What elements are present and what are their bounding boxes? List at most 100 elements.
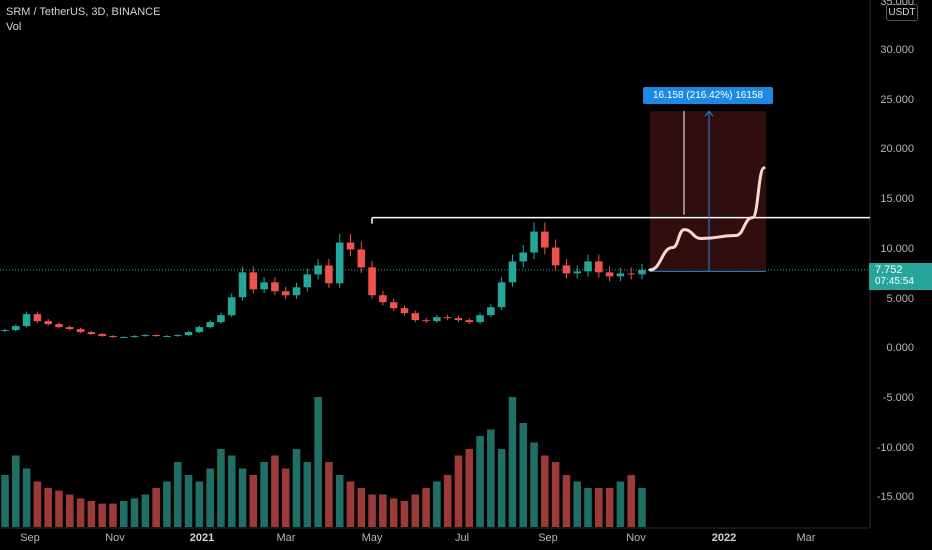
volume-bar (519, 423, 528, 527)
candle-body (217, 315, 225, 323)
symbol-title[interactable]: SRM / TetherUS, 3D, BINANCE (6, 6, 161, 18)
candle-body (584, 261, 592, 272)
x-tick: May (361, 532, 383, 544)
volume-bars (1, 397, 646, 527)
y-tick: -10.000 (876, 442, 914, 454)
candle-body (76, 329, 85, 333)
y-tick: 0.000 (886, 342, 914, 354)
candles (1, 222, 646, 339)
candle-body (12, 326, 20, 331)
candle-body (638, 269, 646, 275)
x-tick: Jul (454, 532, 470, 544)
y-tick: 30.000 (880, 44, 914, 56)
currency-button[interactable]: USDT (886, 4, 918, 21)
volume-bar (260, 462, 268, 527)
volume-bar (1, 475, 9, 527)
drawings (371, 110, 870, 272)
measure-tool-label[interactable]: 16.158 (216.42%) 16158 (643, 87, 773, 104)
candle-body (508, 261, 517, 283)
volume-bar (357, 488, 366, 527)
x-tick: Sep (20, 532, 40, 544)
volume-bar (627, 475, 635, 527)
volume-bar (314, 397, 322, 527)
volume-bar (184, 475, 193, 527)
candle-body (206, 322, 214, 328)
volume-bar (87, 501, 96, 527)
volume-bar (292, 449, 301, 527)
volume-bar (163, 481, 171, 527)
volume-indicator-label[interactable]: Vol (6, 21, 22, 33)
candle-body (616, 273, 625, 277)
volume-bar (335, 475, 344, 527)
candle-body (281, 291, 290, 296)
volume-bar (638, 488, 646, 527)
volume-bar (119, 501, 128, 527)
volume-bar (443, 475, 452, 527)
volume-bar (497, 449, 506, 527)
candle-body (357, 249, 366, 268)
candle-body (400, 308, 409, 314)
candle-body (595, 261, 603, 273)
x-tick: 2022 (711, 532, 737, 544)
volume-bar (44, 488, 52, 527)
candle-body (109, 336, 117, 338)
volume-bar (562, 475, 571, 527)
candle-body (551, 247, 560, 266)
candle-body (389, 302, 398, 309)
y-tick: 35.000 (880, 0, 914, 8)
volume-bar (605, 488, 614, 527)
current-price: 7.752 (875, 264, 903, 276)
volume-bar (109, 503, 117, 527)
candle-body (260, 282, 268, 290)
volume-bar (173, 462, 182, 527)
volume-bar (152, 488, 160, 527)
candle-body (346, 242, 355, 250)
volume-bar (487, 429, 495, 527)
volume-bar (616, 481, 625, 527)
volume-bar (281, 468, 290, 527)
x-tick: Mar (796, 532, 816, 544)
candle-body (476, 315, 484, 323)
volume-bar (98, 503, 106, 527)
candle-body (433, 317, 441, 322)
y-tick: 25.000 (880, 94, 914, 106)
volume-bar (238, 468, 247, 527)
volume-bar (541, 455, 549, 527)
candle-body (562, 265, 571, 274)
y-tick: -15.000 (876, 491, 914, 503)
x-tick: Mar (276, 532, 296, 544)
volume-bar (206, 468, 214, 527)
y-tick: 5.000 (886, 293, 914, 305)
candle-body (411, 313, 420, 321)
candle-body (627, 273, 635, 275)
x-tick: 2021 (189, 532, 215, 544)
candle-body (173, 335, 182, 337)
volume-bar (422, 488, 430, 527)
candle-body (325, 265, 333, 284)
candle-body (573, 271, 581, 274)
candle-body (443, 317, 452, 319)
volume-bar (33, 481, 42, 527)
candle-body (465, 320, 474, 323)
volume-bar (551, 462, 560, 527)
volume-bar (595, 488, 603, 527)
candle-body (55, 324, 63, 328)
candle-body (22, 314, 31, 327)
candle-body (303, 274, 312, 288)
candle-body (379, 295, 387, 303)
volume-bar (303, 462, 312, 527)
candle-body (271, 282, 279, 292)
candle-body (605, 272, 614, 277)
volume-bar (227, 455, 236, 527)
candle-body (422, 320, 430, 322)
volume-bar (271, 455, 279, 527)
volume-bar (141, 494, 150, 527)
candle-body (519, 252, 528, 262)
candle-body (454, 318, 463, 321)
chart-legend: SRM / TetherUS, 3D, BINANCE Vol (6, 5, 160, 35)
volume-bar (249, 475, 258, 527)
candle-body (98, 334, 106, 337)
volume-bar (368, 494, 376, 527)
candle-body (238, 272, 247, 298)
